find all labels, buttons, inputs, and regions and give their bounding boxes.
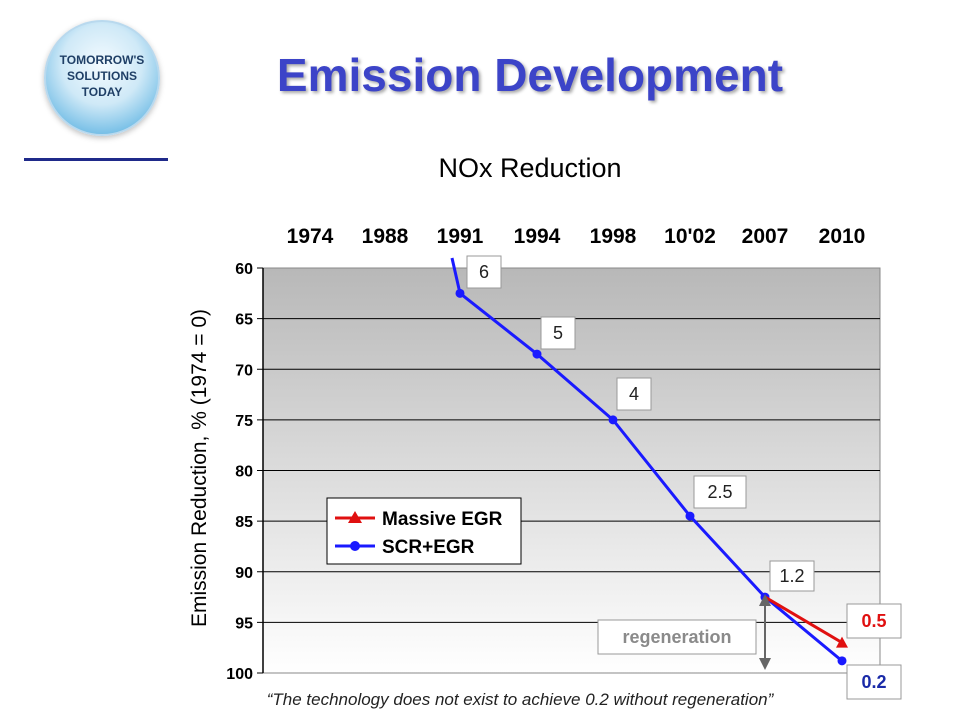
annotation-label: 4 [629,384,639,404]
legend-label: SCR+EGR [382,537,475,558]
y-tick-label: 65 [235,312,253,329]
annotation-label: regeneration [622,627,731,647]
x-tick-label: 1994 [514,225,561,248]
y-tick-label: 70 [235,362,253,379]
annotation-box [693,475,747,509]
data-point [760,592,770,602]
logo: TOMORROW'S SOLUTIONS TODAY [44,20,160,136]
series-line-scr-egr [459,292,843,663]
annotation-label: 1.2 [779,566,804,586]
annotation-box [597,619,757,655]
chart-title: NOx Reduction [438,153,621,183]
logo-underline [24,158,168,161]
annotation-box [540,316,576,350]
annotation-box [616,377,652,411]
data-point [837,656,847,666]
x-tick-label: 2007 [742,225,789,248]
annotation-label: 2.5 [707,482,732,502]
plot-area [262,267,881,674]
annotation-label: 6 [479,262,489,282]
y-tick-label: 80 [235,464,253,481]
legend-box [326,497,522,565]
footnote-quote: “The technology does not exist to achiev… [266,690,774,709]
y-axis-label: Emission Reduction, % (1974 = 0) [188,309,211,627]
series-scr-egr-entry [450,257,462,294]
annotation-box [846,603,902,639]
y-tick-label: 100 [226,666,253,683]
data-point [685,511,695,521]
x-tick-label: 2010 [819,225,866,248]
x-tick-label: 1998 [590,225,637,248]
data-point [455,288,465,298]
annotation-label: 0.2 [861,672,886,692]
annotation-box [769,560,815,592]
x-tick-label: 1974 [287,225,334,248]
legend-swatch-marker [348,511,362,523]
x-tick-label: 1988 [362,225,409,248]
slide-title: Emission Development [276,49,784,101]
y-tick-label: 95 [235,615,253,632]
legend-label: Massive EGR [382,509,503,530]
series-line-massive-egr [764,595,843,644]
legend-swatch-marker [350,541,360,551]
data-point [836,636,848,648]
y-tick-label: 75 [235,413,253,430]
data-point [608,415,618,425]
x-tick-label: 1991 [437,225,484,248]
data-point [532,349,542,359]
annotation-label: 0.5 [861,611,886,631]
annotation-label: 5 [553,323,563,343]
annotation-box [466,255,502,289]
x-tick-label: 10'02 [664,225,716,248]
y-tick-label: 85 [235,514,253,531]
y-tick-label: 90 [235,565,253,582]
y-tick-label: 60 [235,261,253,278]
logo-text: TOMORROW'S SOLUTIONS TODAY [59,53,145,99]
